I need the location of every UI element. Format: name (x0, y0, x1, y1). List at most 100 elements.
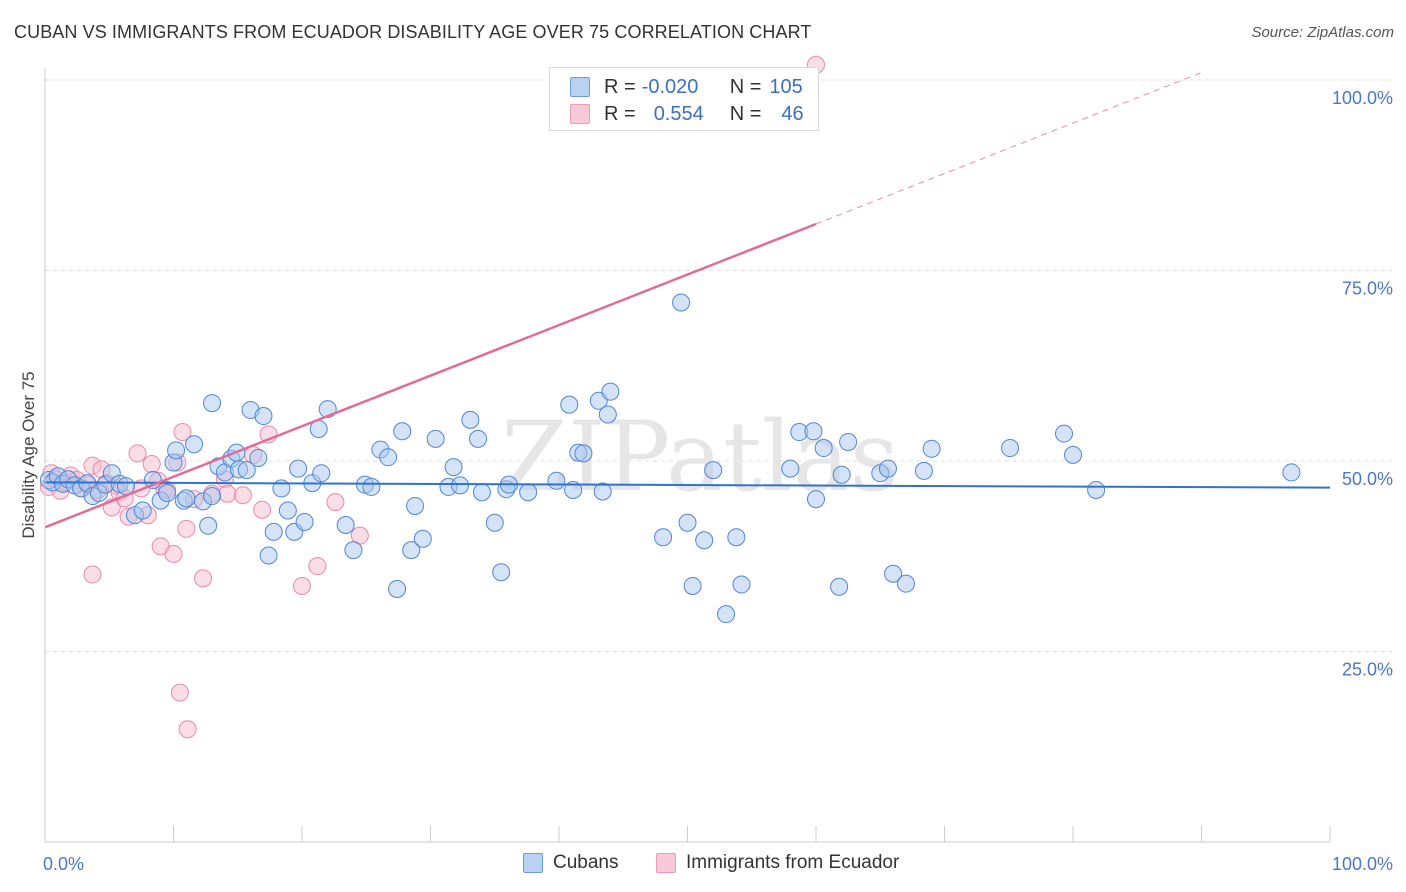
cubans-point (444, 458, 463, 477)
legend-n-label: N = (729, 102, 762, 125)
y-tick-label: 50.0% (1342, 469, 1393, 489)
cubans-point (254, 407, 273, 426)
y-tick-label: 100.0% (1332, 88, 1393, 108)
cubans-point (804, 422, 823, 441)
cubans-point (814, 439, 833, 458)
cubans-point (1055, 424, 1074, 443)
y-axis-label: Disability Age Over 75 (19, 371, 38, 538)
ecuador-point (233, 486, 252, 505)
ecuador-point (164, 544, 183, 563)
cubans-point (922, 439, 941, 458)
ecuador-point (173, 423, 192, 442)
ecuador-point (293, 576, 311, 595)
cubans-point (732, 575, 751, 594)
cubans-swatch (570, 77, 590, 97)
cubans-point (717, 605, 736, 624)
cubans-point (237, 461, 256, 480)
ecuador-trend-line (44, 222, 817, 529)
cubans-point (406, 496, 425, 515)
cubans-point (336, 516, 355, 535)
legend-r-value: 0.554 (653, 102, 704, 125)
legend-n-value: 105 (769, 75, 803, 98)
cubans-point (388, 580, 407, 599)
cubans-point (203, 394, 222, 413)
cubans-point (344, 541, 363, 560)
cubans-point (413, 529, 432, 548)
cubans-point (1087, 480, 1106, 499)
cubans-point (560, 395, 579, 414)
y-tick-label: 25.0% (1342, 660, 1393, 680)
cubans-point (461, 410, 480, 429)
legend-r-label: R = (604, 102, 636, 125)
cubans-point (177, 489, 196, 508)
cubans-point (781, 459, 800, 478)
cubans-point (451, 476, 470, 495)
y-tick-label: 75.0% (1342, 279, 1393, 299)
cubans-point (704, 461, 723, 480)
ecuador-legend-label: Immigrants from Ecuador (686, 852, 900, 873)
cubans-point (683, 576, 702, 595)
cubans-point (878, 459, 897, 478)
cubans-point (379, 448, 398, 467)
cubans-point (485, 513, 504, 532)
watermark: ZIPatlas (501, 401, 899, 513)
cubans-legend-label: Cubans (553, 852, 619, 873)
legend-r-label: R = (604, 75, 636, 98)
cubans-point (519, 483, 538, 502)
legend-n-label: N = (729, 75, 762, 98)
cubans-point (678, 513, 697, 532)
ecuador-point (128, 444, 147, 463)
ecuador-point (83, 565, 102, 584)
cubans-point (601, 382, 620, 401)
ecuador-point (178, 720, 197, 739)
cubans-point (884, 564, 903, 583)
source-label: Source: ZipAtlas.com (1251, 24, 1394, 41)
cubans-point (472, 483, 491, 502)
cubans-point (1001, 439, 1020, 458)
cubans-point (914, 461, 933, 480)
cubans-point (312, 464, 331, 483)
cubans-point (393, 422, 412, 441)
trend-lines (44, 72, 1331, 529)
legend-n-value: 46 (781, 102, 804, 125)
ecuador-points (39, 55, 825, 739)
cubans-legend-swatch (523, 853, 543, 873)
ecuador-point (142, 455, 161, 474)
x-tick-label: 100.0% (1332, 854, 1393, 874)
cubans-point (1064, 445, 1082, 464)
cubans-point (574, 444, 593, 463)
cubans-point (492, 563, 511, 582)
ecuador-point (170, 683, 189, 702)
cubans-point (158, 484, 177, 503)
cubans-point (249, 448, 268, 467)
cubans-point (654, 528, 673, 547)
cubans-point (695, 531, 714, 550)
cubans-point (593, 482, 612, 501)
ecuador-point (326, 493, 345, 512)
ecuador-point (177, 519, 196, 538)
cubans-point (278, 501, 297, 520)
ecuador-trend-extension (815, 72, 1202, 225)
cubans-point (727, 528, 746, 547)
cubans-point (133, 501, 152, 520)
bottom-legend-ecuador: Immigrants from Ecuador (656, 852, 899, 874)
cubans-point (259, 546, 278, 565)
cubans-point (167, 441, 186, 460)
cubans-point (289, 459, 308, 478)
ecuador-point (194, 569, 213, 588)
cubans-point (564, 480, 583, 499)
cubans-point (185, 435, 204, 454)
cubans-point (402, 541, 421, 560)
axes-layer: 25.0% 50.0% 75.0% 100.0% 0.0% 100.0% (43, 68, 1393, 874)
ecuador-point (253, 500, 272, 519)
legend-r-value: -0.020 (641, 75, 699, 98)
cubans-point (672, 293, 691, 312)
cubans-point (832, 465, 851, 484)
chart-title: CUBAN VS IMMIGRANTS FROM ECUADOR DISABIL… (14, 22, 812, 42)
legend-row-cubans: R = -0.020 N = 105 (570, 75, 803, 99)
cubans-point (199, 516, 218, 535)
ecuador-swatch (570, 104, 590, 124)
legend-row-ecuador: R = 0.554 N = 46 (570, 102, 804, 126)
ecuador-point (308, 557, 327, 576)
